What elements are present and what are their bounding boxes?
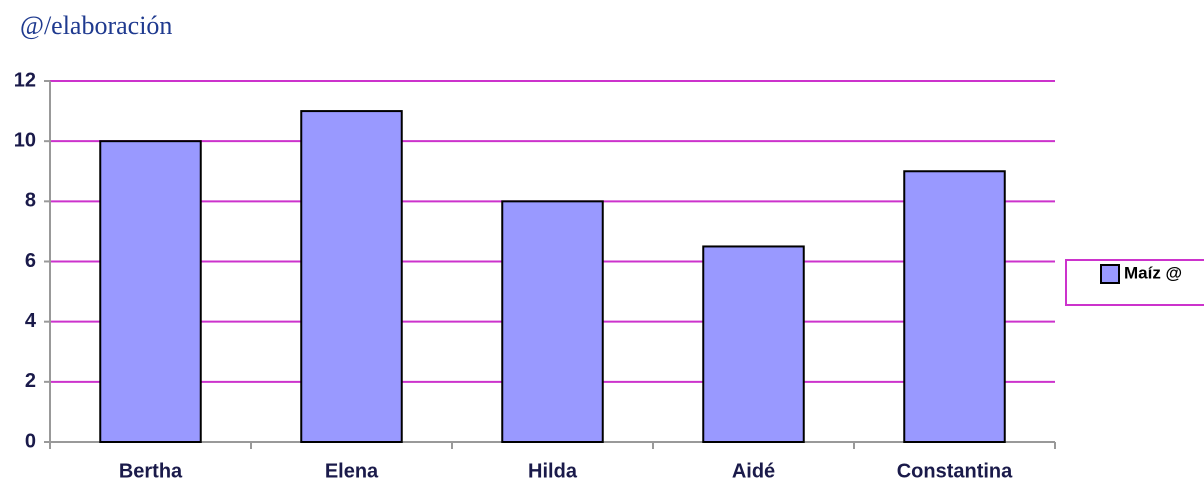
bar [903, 170, 1006, 443]
bar [300, 110, 403, 443]
x-tick-label: Bertha [119, 460, 183, 482]
bar [501, 200, 604, 443]
y-tick-label: 10 [14, 129, 36, 151]
y-tick-label: 4 [25, 310, 37, 332]
legend-swatch [1100, 264, 1120, 284]
y-tick-label: 0 [25, 430, 36, 452]
legend-box [1065, 259, 1204, 306]
bar [99, 140, 202, 444]
y-tick-label: 2 [25, 370, 36, 392]
x-tick-label: Aidé [732, 460, 775, 482]
x-tick-label: Elena [325, 460, 379, 482]
chart-title: @/elaboración [20, 11, 172, 40]
legend-label: Maíz @ [1124, 263, 1182, 282]
bar [702, 245, 805, 443]
x-tick-label: Hilda [528, 460, 578, 482]
x-tick-label: Constantina [897, 460, 1013, 482]
y-tick-label: 8 [25, 190, 36, 212]
y-tick-label: 6 [25, 250, 36, 272]
y-tick-label: 12 [14, 69, 36, 91]
